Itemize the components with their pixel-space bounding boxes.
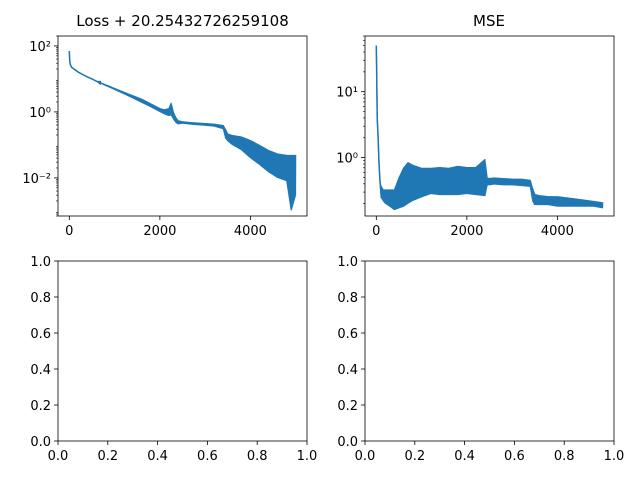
y-tick-label: 0.2 bbox=[337, 399, 358, 414]
x-tick-label: 0.4 bbox=[147, 449, 168, 464]
x-tick-label: 0.2 bbox=[97, 449, 118, 464]
x-tick-label: 1.0 bbox=[297, 449, 318, 464]
y-tick-label: 0.8 bbox=[337, 291, 358, 306]
y-tick-label: 1.0 bbox=[337, 255, 358, 270]
y-tick-label: 0.4 bbox=[337, 363, 358, 378]
y-tick-label: 0.0 bbox=[30, 435, 51, 450]
y-tick-label: 10⁰ bbox=[29, 106, 51, 121]
y-tick-label: 0.0 bbox=[337, 435, 358, 450]
x-tick-label: 0.8 bbox=[247, 449, 268, 464]
y-tick-label: 0.2 bbox=[30, 399, 51, 414]
y-tick-label: 0.4 bbox=[30, 363, 51, 378]
y-tick-label: 0.6 bbox=[337, 327, 358, 342]
y-tick-label: 10⁻² bbox=[22, 172, 51, 187]
loss-title: Loss + 20.25432726259108 bbox=[76, 12, 288, 30]
x-tick-label: 0.2 bbox=[404, 449, 425, 464]
mse-title: MSE bbox=[473, 12, 505, 30]
x-tick-label: 0.0 bbox=[48, 449, 69, 464]
x-tick-label: 0.8 bbox=[554, 449, 575, 464]
x-tick-label: 0.4 bbox=[454, 449, 475, 464]
x-tick-label: 0 bbox=[372, 224, 380, 239]
x-tick-label: 1.0 bbox=[604, 449, 625, 464]
y-tick-label: 0.6 bbox=[30, 327, 51, 342]
x-tick-label: 0.6 bbox=[504, 449, 525, 464]
x-tick-label: 4000 bbox=[234, 224, 267, 239]
y-tick-label: 10⁰ bbox=[336, 152, 358, 167]
x-tick-label: 0.0 bbox=[355, 449, 376, 464]
y-tick-label: 10² bbox=[29, 40, 51, 55]
y-tick-label: 1.0 bbox=[30, 255, 51, 270]
x-tick-label: 4000 bbox=[541, 224, 574, 239]
x-tick-label: 2000 bbox=[143, 224, 176, 239]
x-tick-label: 2000 bbox=[450, 224, 483, 239]
y-tick-label: 10¹ bbox=[336, 86, 358, 101]
y-tick-label: 0.8 bbox=[30, 291, 51, 306]
x-tick-label: 0.6 bbox=[197, 449, 218, 464]
x-tick-label: 0 bbox=[65, 224, 73, 239]
